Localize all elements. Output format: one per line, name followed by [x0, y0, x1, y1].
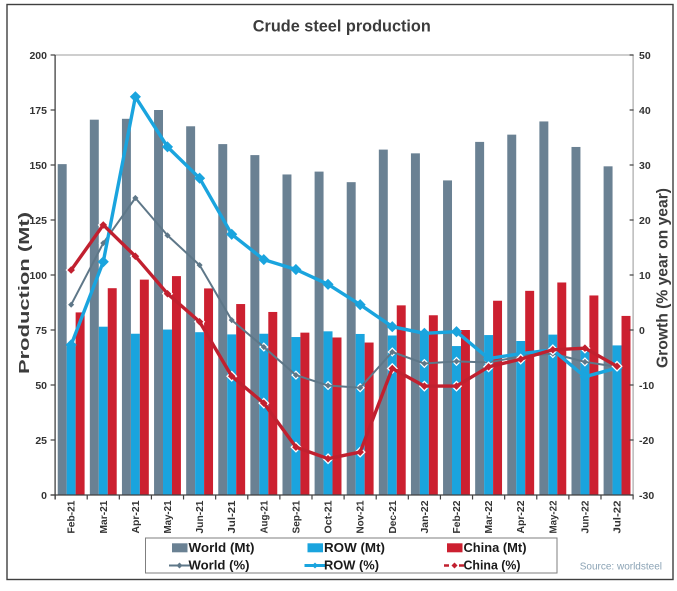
svg-text:China (Mt): China (Mt): [464, 541, 527, 555]
svg-text:40: 40: [639, 105, 651, 117]
svg-text:Production (Mt): Production (Mt): [16, 212, 33, 374]
svg-text:Sep-21: Sep-21: [291, 500, 302, 533]
svg-text:50: 50: [639, 50, 651, 62]
svg-text:Growth (% year on year): Growth (% year on year): [655, 188, 672, 368]
svg-text:0: 0: [41, 490, 47, 502]
svg-text:Apr-22: Apr-22: [516, 500, 527, 533]
svg-text:May-22: May-22: [548, 500, 559, 533]
svg-text:-20: -20: [639, 435, 654, 447]
svg-text:Nov-21: Nov-21: [356, 500, 367, 533]
svg-text:Mar-21: Mar-21: [99, 500, 110, 533]
svg-text:China (%): China (%): [464, 559, 521, 573]
svg-text:Oct-21: Oct-21: [324, 500, 335, 533]
svg-text:30: 30: [639, 160, 651, 172]
svg-text:Source: worldsteel: Source: worldsteel: [580, 562, 662, 573]
svg-text:10: 10: [639, 270, 651, 282]
svg-text:ROW (%): ROW (%): [324, 559, 379, 573]
svg-text:-10: -10: [639, 380, 654, 392]
svg-text:ROW (Mt): ROW (Mt): [324, 541, 385, 555]
svg-text:World (Mt): World (Mt): [189, 541, 255, 555]
svg-text:50: 50: [35, 380, 47, 392]
svg-text:Jul-21: Jul-21: [227, 500, 238, 533]
svg-text:25: 25: [35, 435, 47, 447]
svg-text:Crude steel production: Crude steel production: [253, 18, 431, 36]
svg-text:Feb-21: Feb-21: [67, 500, 78, 533]
svg-text:Aug-21: Aug-21: [259, 500, 270, 533]
svg-text:20: 20: [639, 215, 651, 227]
svg-text:0: 0: [639, 325, 645, 337]
svg-text:May-21: May-21: [163, 500, 174, 533]
svg-text:175: 175: [29, 105, 47, 117]
svg-text:100: 100: [29, 270, 47, 282]
svg-text:150: 150: [29, 160, 47, 172]
svg-text:Jan-22: Jan-22: [420, 500, 431, 533]
svg-text:Dec-21: Dec-21: [388, 500, 399, 533]
svg-text:200: 200: [29, 50, 47, 62]
svg-text:Apr-21: Apr-21: [131, 500, 142, 533]
svg-text:Jun-21: Jun-21: [195, 500, 206, 533]
svg-text:World (%): World (%): [189, 559, 250, 573]
svg-text:-30: -30: [639, 490, 654, 502]
svg-text:Jul-22: Jul-22: [613, 500, 624, 533]
svg-text:75: 75: [35, 325, 47, 337]
svg-text:125: 125: [29, 215, 47, 227]
svg-text:Mar-22: Mar-22: [484, 500, 495, 533]
svg-text:Feb-22: Feb-22: [452, 500, 463, 533]
svg-text:Jun-22: Jun-22: [580, 500, 591, 533]
